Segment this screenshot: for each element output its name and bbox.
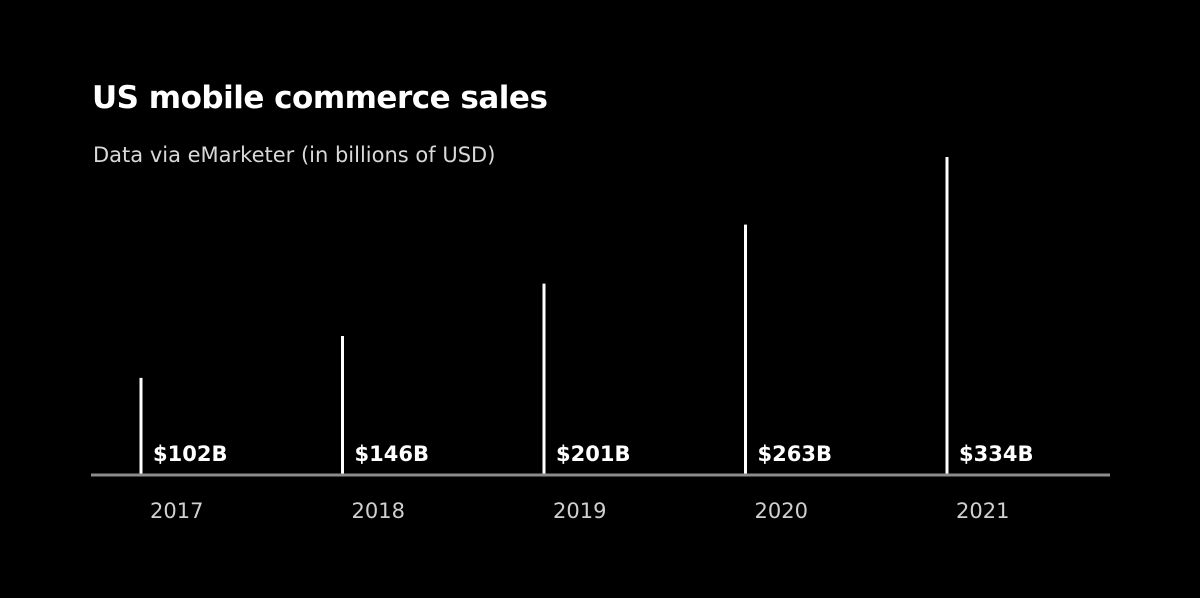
bar-2017 <box>139 377 143 475</box>
value-label-2021: $334B <box>959 442 1033 466</box>
value-label-2019: $201B <box>556 442 630 466</box>
bar-2019 <box>542 283 546 475</box>
value-label-2018: $146B <box>355 442 429 466</box>
labels-group: $102B 2017 $146B 2018 $201B 2019 $263B 2020 $334… <box>150 442 1033 523</box>
chart-title: US mobile commerce sales <box>92 80 548 116</box>
chart-subtitle: Data via eMarketer (in billions of USD) <box>93 143 496 167</box>
x-tick-label-2021: 2021 <box>956 499 1009 523</box>
bar-2020 <box>744 224 747 475</box>
x-tick-label-2020: 2020 <box>755 499 808 523</box>
bar-2021 <box>945 157 949 475</box>
bars-group <box>139 157 949 475</box>
x-tick-label-2019: 2019 <box>553 499 606 523</box>
x-tick-label-2018: 2018 <box>352 499 405 523</box>
bar-2018 <box>341 335 344 475</box>
x-tick-label-2017: 2017 <box>150 499 203 523</box>
value-label-2020: $263B <box>758 442 832 466</box>
value-label-2017: $102B <box>153 442 227 466</box>
